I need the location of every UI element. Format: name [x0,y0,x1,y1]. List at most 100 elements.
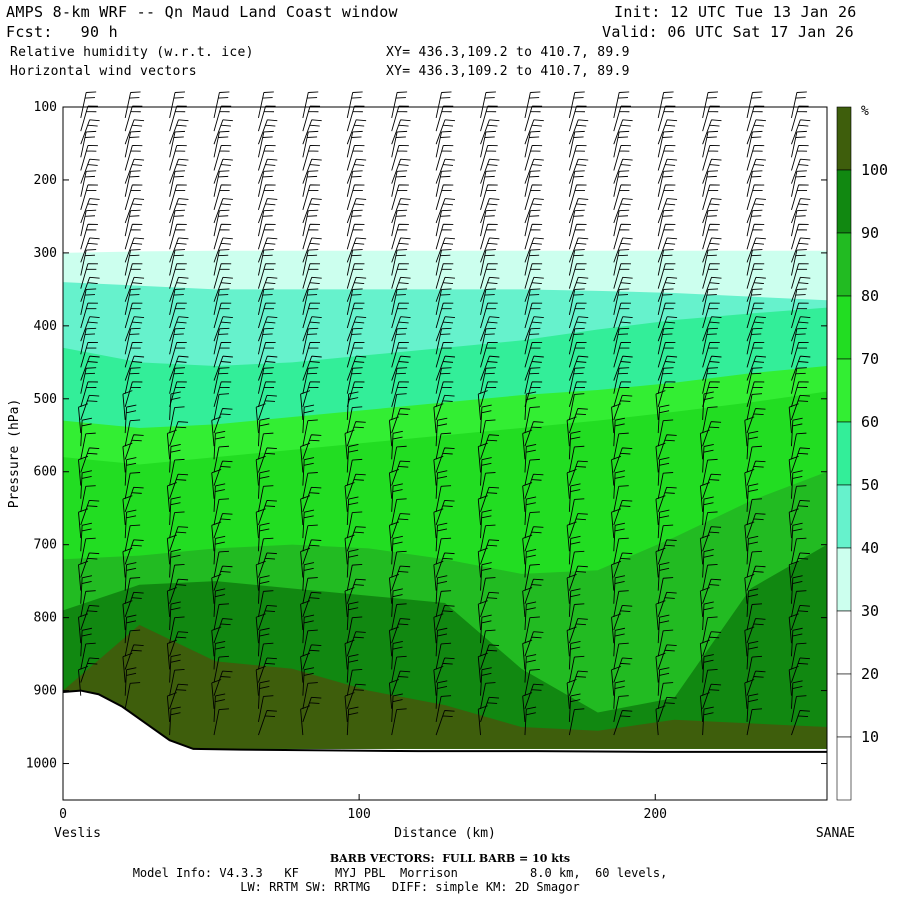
wind-barb [702,669,718,696]
wind-barb [302,263,321,289]
wind-barb [791,447,810,473]
wind-barb [702,145,720,171]
wind-barb [391,130,408,158]
wind-barb [791,145,809,171]
wind-barb [568,327,585,355]
wind-barb [657,209,674,237]
wind-barb [791,288,807,315]
wind-barb-column [744,91,766,736]
wind-barb [435,209,452,237]
wind-barb [344,587,355,617]
wind-barb [213,430,226,460]
wind-barb [613,522,626,552]
wind-barb [169,367,186,394]
wind-barb [746,393,763,421]
wind-barb [213,693,226,722]
wind-barb [346,549,359,578]
wind-barb [746,184,765,210]
wind-barb [169,145,187,171]
wind-barb [80,552,100,578]
wind-barb [613,105,631,132]
wind-barb [169,563,185,591]
wind-barb [391,302,409,329]
wind-barb [169,458,185,486]
wind-barb [302,145,321,171]
wind-barb [258,198,278,224]
wind-barb [302,486,322,513]
wind-barb [480,355,500,381]
wind-barb [435,276,456,302]
wind-barb [702,458,718,486]
wind-barb [80,485,96,512]
wind-barb [169,302,187,329]
wind-barb [258,432,274,460]
wind-barb [657,644,677,670]
wind-barb [346,237,367,263]
wind-barb [480,696,500,723]
wind-barb [124,327,141,355]
wind-barb [124,288,141,315]
wind-barb [435,657,455,683]
wind-barb [657,198,678,224]
wind-barb [746,483,759,512]
wind-barb [746,105,765,132]
wind-barb [213,105,232,132]
wind-barb [435,627,448,657]
wind-barb [568,263,587,289]
wind-barb [213,483,226,512]
wind-barb [258,249,274,276]
wind-barb [702,443,714,473]
wind-barb [391,603,407,631]
wind-barb [258,367,274,394]
wind-barb [657,486,677,513]
wind-barb [80,341,98,368]
wind-barb [391,223,409,250]
wind-barb [80,470,93,499]
wind-barb [702,391,714,420]
wind-barb [480,524,496,552]
wind-barb [791,605,810,631]
wind-barb [702,563,718,591]
wind-barb [522,692,533,722]
wind-barb [791,198,811,224]
wind-barb [788,508,799,539]
wind-barb [391,483,403,512]
wind-barb [435,288,452,315]
wind-barb [213,535,226,565]
wind-barb [613,288,630,315]
wind-barb [346,706,359,736]
wind-barb-column [655,91,678,736]
wind-barb [746,618,766,644]
wind-barb [702,683,722,709]
wind-barb [391,276,411,302]
wind-barb [568,130,585,158]
wind-barb [124,119,145,145]
wind-barb [255,560,266,591]
wind-barb [391,367,408,394]
wind-barb [433,560,444,591]
wind-barb [568,670,588,696]
plot-frame [62,106,828,801]
wind-barb [80,575,93,604]
wind-barb [613,710,633,736]
wind-barb [613,575,626,604]
wind-barb [791,522,803,552]
wind-barb [435,198,456,224]
wind-barb [302,288,319,315]
wind-barb [746,655,763,683]
y-axis-title: Pressure (hPa) [7,399,22,509]
wind-barb [435,470,448,499]
wind-barb [346,654,359,683]
wind-barb [702,276,722,302]
wind-barb [568,288,585,315]
model-info-line2: LW: RRTM SW: RRTMG DIFF: simple KM: 2D S… [240,880,580,894]
wind-barb [122,390,133,420]
wind-barb [80,209,97,237]
wind-barb [702,209,719,237]
wind-barb [344,429,355,460]
wind-barb [302,472,318,499]
wind-barb [744,574,755,604]
wind-barb [480,145,498,171]
wind-barb [746,565,766,591]
wind-barb [300,652,311,683]
